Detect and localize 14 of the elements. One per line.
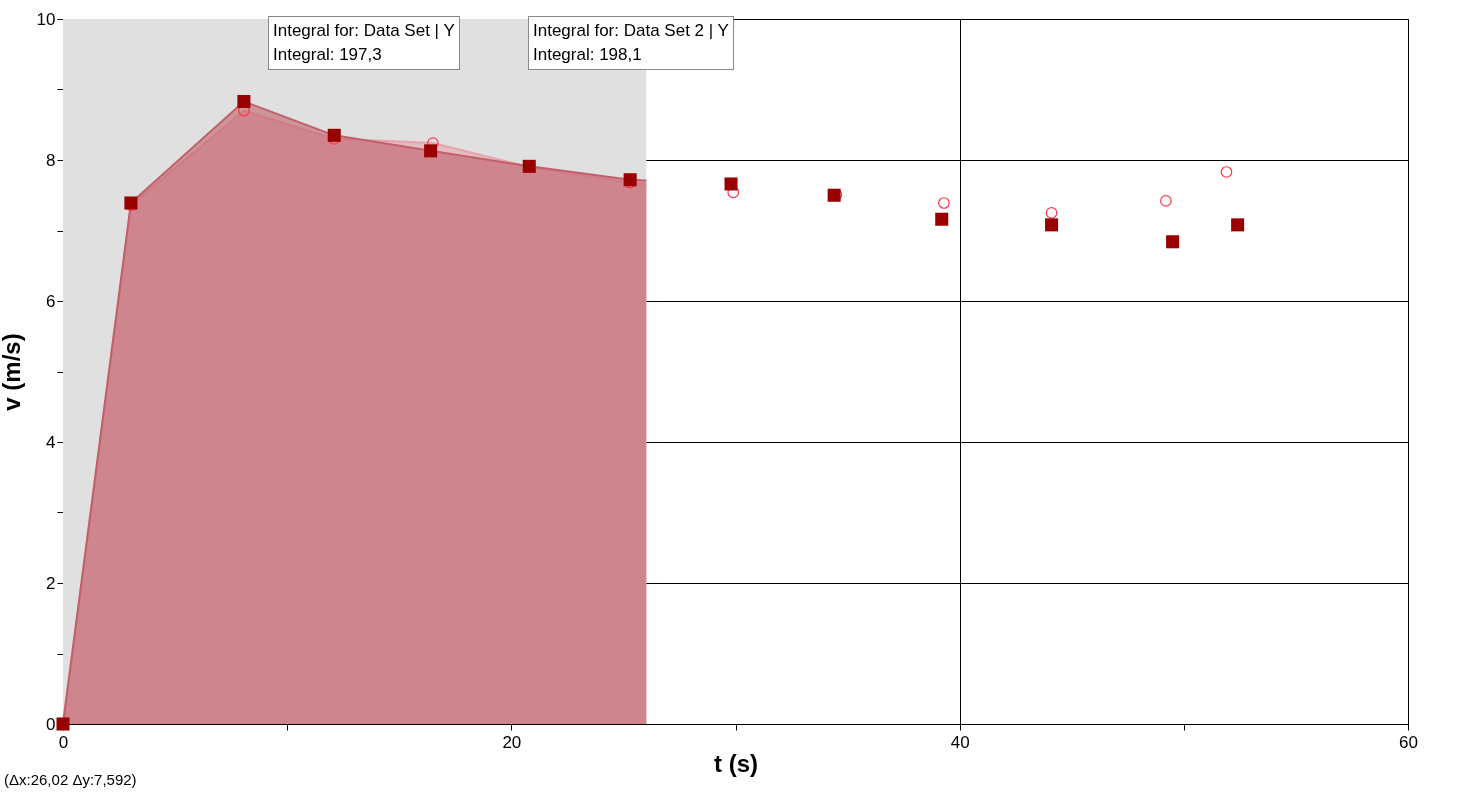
- y-tick-label: 0: [46, 714, 56, 734]
- annotation: Integral for: Data Set | Y Integral: 197,3: [268, 16, 460, 70]
- annotation: Integral for: Data Set 2 | Y Integral: 198,1: [528, 16, 734, 70]
- y-tick-label: 10: [36, 9, 56, 29]
- y-tick-label: 2: [46, 573, 56, 593]
- text: (Δx:26,02 Δy:7,592): [4, 770, 137, 790]
- y-axis-title: v (m/s): [0, 333, 25, 411]
- x-tick-label: 40: [950, 732, 970, 752]
- x-tick-label: 20: [502, 732, 522, 752]
- y-tick-label: 6: [46, 291, 56, 311]
- y-tick-label: 8: [46, 150, 56, 170]
- x-axis-title: t (s): [714, 749, 758, 777]
- x-tick-label: 60: [1399, 732, 1418, 752]
- y-tick-label: 4: [46, 432, 56, 452]
